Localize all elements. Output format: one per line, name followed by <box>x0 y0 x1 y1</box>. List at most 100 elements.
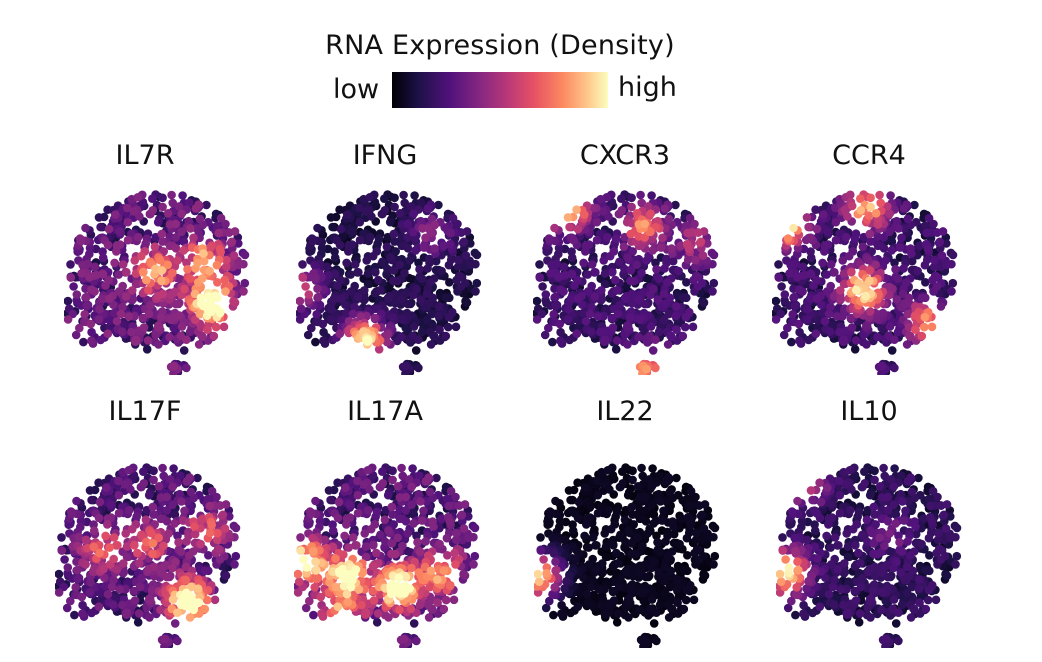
cell-point <box>417 327 427 337</box>
cell-point <box>551 301 561 311</box>
cell-point <box>304 290 314 299</box>
cell-point <box>393 482 403 491</box>
cell-point <box>168 500 177 510</box>
cell-point <box>369 541 378 550</box>
cell-point <box>104 224 114 234</box>
cell-point <box>131 279 141 289</box>
cell-point <box>691 255 700 265</box>
cell-point <box>544 323 553 333</box>
cell-point <box>627 193 636 203</box>
cell-point <box>210 595 220 605</box>
cell-point <box>119 559 128 568</box>
cell-point <box>817 300 826 309</box>
cell-point <box>340 531 349 541</box>
cell-point <box>311 337 320 347</box>
cell-point <box>461 251 471 260</box>
cell-point <box>85 588 95 597</box>
cell-point <box>87 336 96 345</box>
cell-point <box>378 257 387 267</box>
cell-point <box>414 258 423 268</box>
cell-point <box>360 286 369 295</box>
cell-point <box>393 586 403 596</box>
cell-point <box>335 240 345 250</box>
cell-point <box>937 251 947 260</box>
cell-point <box>336 294 346 303</box>
cell-point <box>312 565 321 575</box>
cell-point <box>190 522 199 531</box>
cell-point <box>204 551 213 560</box>
cell-point <box>86 319 96 329</box>
cell-point <box>156 605 165 615</box>
cell-point <box>294 569 303 579</box>
cell-point <box>220 275 229 285</box>
cell-point <box>121 292 131 301</box>
cell-point <box>913 266 922 276</box>
cell-point <box>876 198 885 208</box>
cell-point <box>823 227 832 236</box>
cell-point <box>363 505 373 515</box>
cell-point <box>865 266 875 275</box>
cell-point <box>141 239 150 248</box>
cell-point <box>123 203 132 213</box>
cell-point <box>185 613 195 622</box>
cell-point <box>67 509 77 519</box>
cell-point <box>921 293 930 303</box>
cell-point <box>110 258 119 268</box>
cell-point <box>343 210 352 219</box>
cell-point <box>866 202 875 212</box>
cell-point <box>87 285 96 294</box>
cell-point <box>640 219 650 229</box>
cell-point <box>800 270 809 280</box>
cell-point <box>296 296 305 306</box>
cell-point <box>148 206 158 215</box>
cell-point <box>793 243 803 253</box>
cell-point <box>153 217 163 227</box>
cell-point <box>109 308 119 318</box>
cell-point <box>923 244 933 254</box>
cell-point <box>365 485 374 494</box>
cell-point <box>462 298 472 307</box>
cell-point <box>388 510 397 519</box>
cell-point <box>388 475 397 485</box>
cell-point <box>212 221 222 231</box>
cell-point <box>341 483 350 492</box>
cell-point <box>434 200 443 210</box>
cell-point <box>783 323 792 333</box>
cell-point <box>441 595 451 605</box>
cell-point <box>303 330 313 340</box>
cell-point <box>533 315 542 324</box>
cell-point <box>354 268 363 277</box>
cell-point <box>112 565 122 574</box>
cell-point <box>348 575 357 585</box>
cell-point <box>382 242 392 251</box>
cell-point <box>806 233 815 242</box>
cell-point <box>162 492 172 502</box>
cell-point <box>143 336 153 345</box>
cell-point <box>318 612 328 621</box>
cell-point <box>100 581 110 591</box>
cell-point <box>133 618 143 627</box>
cell-point <box>352 541 361 550</box>
cell-point <box>302 563 312 572</box>
cell-point <box>394 573 404 582</box>
cell-point <box>615 301 624 310</box>
cell-point <box>81 535 91 545</box>
cell-point <box>363 337 372 346</box>
cell-point <box>331 554 340 563</box>
cell-point <box>310 583 319 592</box>
cell-point <box>414 335 423 344</box>
cell-point <box>556 285 565 294</box>
cell-point <box>307 323 316 333</box>
cell-point <box>372 618 382 627</box>
cell-point <box>130 596 140 605</box>
cell-point <box>109 575 118 585</box>
cell-point <box>95 497 105 507</box>
cell-point <box>470 551 480 561</box>
cell-point <box>95 548 104 558</box>
cell-point <box>368 586 378 596</box>
cell-point <box>636 190 645 200</box>
cell-point <box>409 209 418 218</box>
cell-point <box>313 223 322 233</box>
cell-point <box>369 596 379 605</box>
cell-point <box>811 205 820 214</box>
